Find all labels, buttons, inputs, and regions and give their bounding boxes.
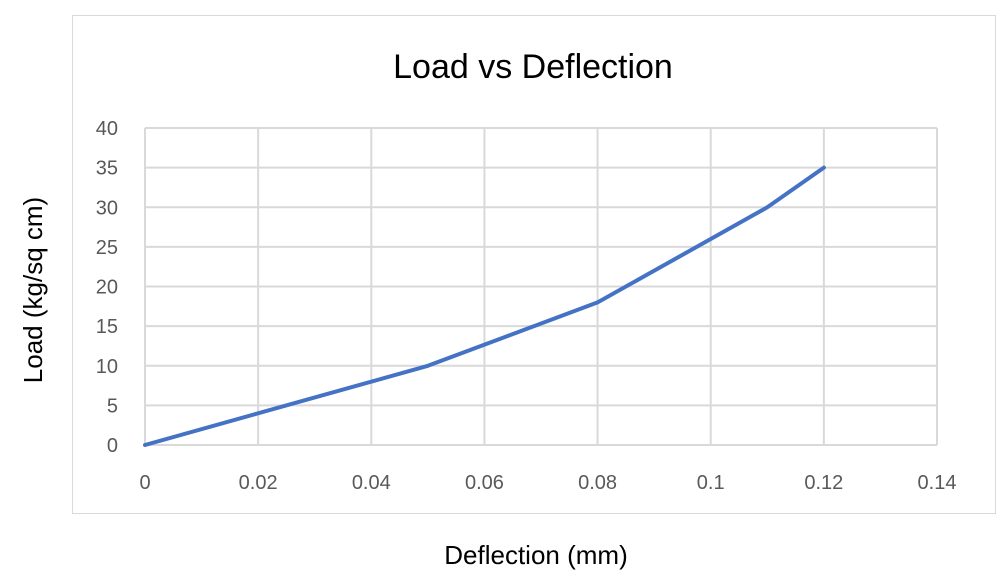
- x-axis-title: Deflection (mm): [444, 540, 627, 570]
- x-tick-label: 0.1: [697, 472, 725, 494]
- chart-area: [72, 15, 996, 514]
- y-axis-title: Load (kg/sq cm): [18, 197, 48, 383]
- y-axis-ticks: 0 5 10 15 20 25 30 35 40: [96, 118, 118, 457]
- y-tick-label: 25: [96, 237, 118, 259]
- x-tick-label: 0.08: [578, 472, 617, 494]
- y-tick-label: 15: [96, 316, 118, 338]
- x-axis-ticks: 0 0.02 0.04 0.06 0.08 0.1 0.12 0.14: [139, 472, 956, 494]
- y-tick-label: 5: [107, 395, 118, 417]
- series-group: [143, 165, 826, 447]
- y-tick-label: 30: [96, 197, 118, 219]
- y-tick-label: 20: [96, 277, 118, 299]
- y-tick-label: 35: [96, 158, 118, 180]
- x-tick-label: 0.02: [239, 472, 278, 494]
- x-tick-label: 0.14: [918, 472, 957, 494]
- y-tick-label: 40: [96, 118, 118, 140]
- x-tick-label: 0: [139, 472, 150, 494]
- gridlines: [144, 127, 938, 446]
- x-tick-label: 0.12: [804, 472, 843, 494]
- x-tick-label: 0.04: [352, 472, 391, 494]
- y-tick-label: 10: [96, 356, 118, 378]
- chart-title: Load vs Deflection: [393, 48, 673, 86]
- series-line: [143, 165, 826, 447]
- y-tick-label: 0: [107, 435, 118, 457]
- x-tick-label: 0.06: [465, 472, 504, 494]
